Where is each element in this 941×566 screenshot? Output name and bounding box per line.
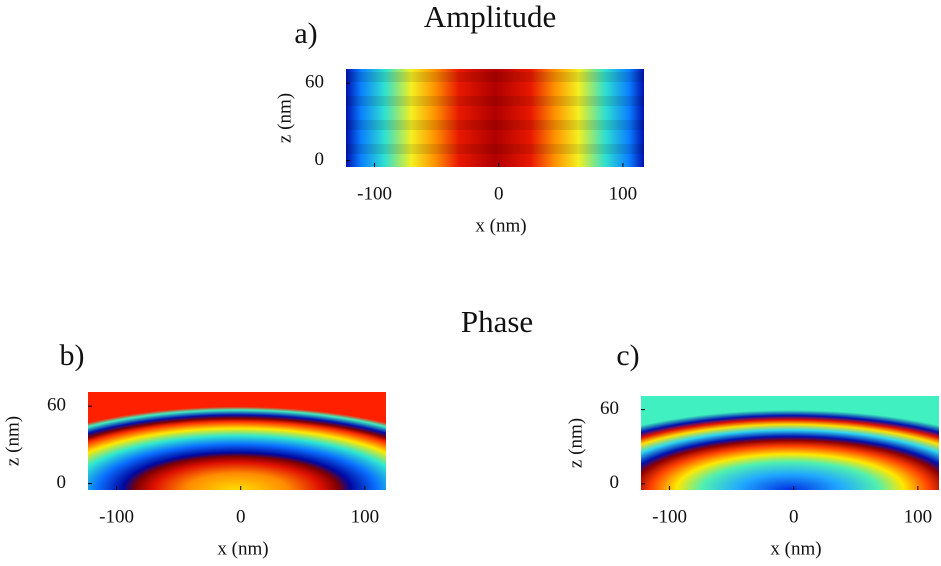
x-axis-label: x (nm) xyxy=(475,215,526,236)
x-tick-label: -100 xyxy=(357,183,392,204)
chart-title: Amplitude xyxy=(424,0,557,34)
y-tick-label: 60 xyxy=(47,395,66,416)
y-tick-label: 0 xyxy=(610,472,620,493)
panel-label: a) xyxy=(294,17,317,50)
x-tick-label: 100 xyxy=(904,506,933,527)
x-tick-label: 0 xyxy=(236,506,246,527)
x-tick-label: 100 xyxy=(609,183,638,204)
panel-label: b) xyxy=(60,339,85,372)
chart-title: Phase xyxy=(461,304,533,339)
x-tick-label: -100 xyxy=(652,506,687,527)
x-tick-label: -100 xyxy=(99,506,134,527)
x-tick-label: 100 xyxy=(351,506,380,527)
heatmap-image xyxy=(641,396,939,490)
y-axis-label: z (nm) xyxy=(2,416,23,466)
x-axis-label: x (nm) xyxy=(217,538,268,559)
x-tick-label: 0 xyxy=(494,183,504,204)
y-axis-label: z (nm) xyxy=(565,418,586,468)
x-axis-label: x (nm) xyxy=(770,538,821,559)
y-tick-label: 0 xyxy=(57,472,67,493)
x-tick-label: 0 xyxy=(789,506,799,527)
heatmap-texture xyxy=(346,69,644,167)
y-axis-label: z (nm) xyxy=(274,93,295,143)
y-tick-label: 0 xyxy=(315,149,325,170)
y-tick-label: 60 xyxy=(600,398,619,419)
y-tick-label: 60 xyxy=(305,72,324,93)
heatmap-image xyxy=(88,392,386,490)
panel-label: c) xyxy=(616,339,639,372)
